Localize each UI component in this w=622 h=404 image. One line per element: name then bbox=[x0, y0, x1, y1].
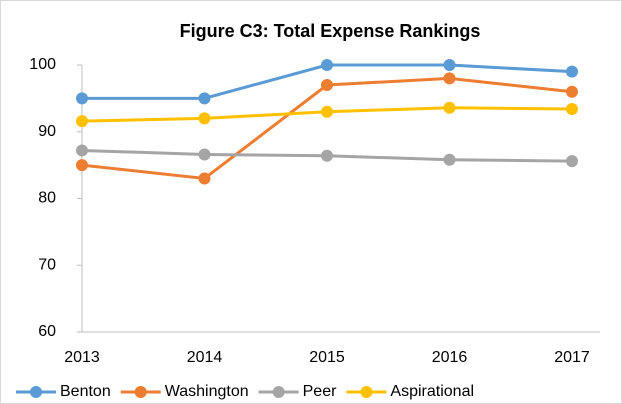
data-point bbox=[76, 92, 88, 105]
legend-label: Peer bbox=[303, 383, 337, 400]
x-tick-label: 2016 bbox=[432, 349, 468, 366]
x-tick-label: 2017 bbox=[554, 349, 590, 366]
legend-marker bbox=[30, 386, 42, 398]
data-point bbox=[198, 112, 211, 125]
x-tick-label: 2014 bbox=[187, 349, 223, 366]
data-point bbox=[321, 79, 333, 92]
x-tick-label: 2015 bbox=[309, 349, 345, 366]
chart-title: Figure C3: Total Expense Rankings bbox=[180, 21, 481, 41]
y-tick-label: 80 bbox=[38, 190, 56, 207]
data-point bbox=[566, 65, 578, 78]
data-point bbox=[443, 59, 456, 71]
legend-label: Benton bbox=[60, 383, 111, 400]
x-tick-label: 2013 bbox=[64, 349, 100, 366]
data-point bbox=[566, 155, 578, 168]
legend-marker bbox=[272, 386, 285, 398]
legend-label: Washington bbox=[165, 383, 249, 400]
y-tick-label: 60 bbox=[38, 323, 56, 340]
data-point bbox=[443, 101, 456, 114]
data-point bbox=[198, 148, 211, 161]
data-point bbox=[76, 115, 88, 128]
data-point bbox=[198, 92, 211, 105]
legend-label: Aspirational bbox=[390, 383, 474, 400]
data-point bbox=[321, 149, 333, 162]
data-point bbox=[76, 144, 88, 157]
data-point bbox=[198, 172, 211, 185]
y-tick-label: 90 bbox=[38, 123, 56, 140]
legend-marker bbox=[360, 386, 373, 398]
y-tick-label: 70 bbox=[38, 256, 56, 273]
data-point bbox=[566, 85, 578, 98]
data-point bbox=[443, 153, 456, 166]
legend-marker bbox=[134, 386, 147, 398]
y-tick-label: 100 bbox=[29, 56, 56, 73]
data-point bbox=[566, 103, 578, 116]
data-point bbox=[321, 105, 333, 118]
data-point bbox=[76, 159, 88, 172]
data-point bbox=[443, 72, 456, 85]
data-point bbox=[321, 59, 333, 71]
